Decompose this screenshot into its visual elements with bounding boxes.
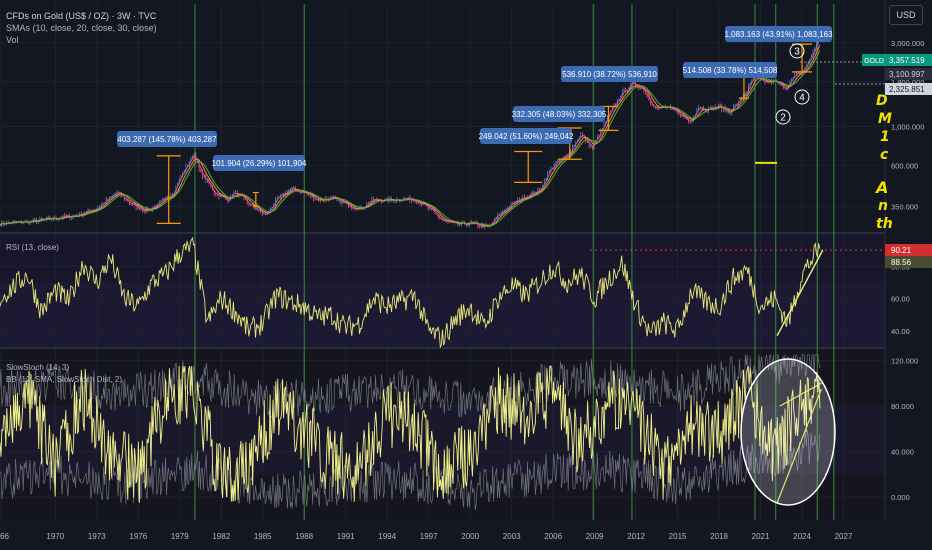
price-tag xyxy=(885,83,932,95)
measure-callout-text: 332.305 (48.03%) 332,305 xyxy=(512,110,607,119)
side-note: D xyxy=(876,93,888,109)
time-tick-label: 1982 xyxy=(212,532,230,541)
stoch-tick-label: 40.000 xyxy=(891,448,914,457)
rsi-tick-label: 60.00 xyxy=(891,295,910,304)
stoch-pane-label: SlowStoch (14, 3) xyxy=(6,363,69,372)
rsi-value-tag xyxy=(885,244,932,256)
bb-upper-line xyxy=(0,353,821,420)
bb-pane-label: BB (12, SMA, SlowStoch Dist, 2) xyxy=(6,375,122,384)
wave-label: 3 xyxy=(794,47,800,58)
rsi-value-text: 90.21 xyxy=(891,246,912,255)
time-tick-label: 1976 xyxy=(129,532,147,541)
rsi-line xyxy=(0,236,821,349)
price-tag-value: 2,325.851 xyxy=(889,85,925,94)
price-tick-label: 1,800.000 xyxy=(891,78,924,87)
measure-callout-text: 536.910 (38.72%) 536,910 xyxy=(562,70,657,79)
measure-callout-text: 1,083.163 (43.91%) 1,083,163 xyxy=(724,30,833,39)
sma-legend[interactable]: SMAs (10, close, 20, close, 30, close) xyxy=(6,23,157,33)
stoch-tick-label: 80.000 xyxy=(891,402,914,411)
price-tick-label: 600.000 xyxy=(891,161,918,170)
currency-button[interactable]: USD xyxy=(889,5,923,25)
time-tick-label: 2015 xyxy=(669,532,687,541)
measure-callout-text: 249.042 (51.60%) 249,042 xyxy=(479,132,574,141)
last-price-tag xyxy=(885,54,932,66)
side-note: 1 xyxy=(880,129,890,145)
gold-symbol-tag xyxy=(862,54,886,66)
measure-callout xyxy=(725,26,832,42)
stoch-trendline xyxy=(779,382,822,407)
price-tick-label: 350.000 xyxy=(891,202,918,211)
measure-callout-text: 514.508 (33.78%) 514,508 xyxy=(683,66,778,75)
chart-title[interactable]: CFDs on Gold (US$ / OZ) · 3W · TVC xyxy=(6,11,157,21)
time-tick-label: 2018 xyxy=(710,532,728,541)
rsi-value-text: 88.56 xyxy=(891,258,912,267)
stoch-tick-label: 0.000 xyxy=(891,493,910,502)
time-tick-label: 1966 xyxy=(0,532,9,541)
stoch-tick-label: 120.000 xyxy=(891,356,918,365)
measure-callout xyxy=(561,66,658,82)
rsi-value-tag xyxy=(885,256,932,268)
time-tick-label: 1985 xyxy=(254,532,272,541)
price-tick-label: 3,000.000 xyxy=(891,39,924,48)
bb-lower-line xyxy=(0,430,821,511)
price-tag xyxy=(885,68,932,80)
rsi-pane-label: RSI (13, close) xyxy=(6,243,59,252)
measure-callout xyxy=(513,106,605,122)
price-tag-value: 3,100.997 xyxy=(889,70,925,79)
time-tick-label: 2027 xyxy=(835,532,853,541)
measure-callout-text: 101.904 (26.29%) 101,904 xyxy=(212,159,307,168)
side-note: n xyxy=(878,198,888,214)
time-tick-label: 2021 xyxy=(752,532,770,541)
rsi-trendline xyxy=(776,249,824,337)
last-price-value: 3,357.519 xyxy=(889,56,925,65)
wave-label: 4 xyxy=(799,93,805,104)
sma-30-line xyxy=(0,50,821,227)
stoch-line xyxy=(0,365,821,504)
side-note: c xyxy=(880,147,889,163)
wave-label-circle xyxy=(794,89,810,105)
volume-legend[interactable]: Vol xyxy=(6,35,19,45)
time-tick-label: 1973 xyxy=(88,532,106,541)
time-tick-label: 2003 xyxy=(503,532,521,541)
side-note: A xyxy=(876,178,889,197)
price-tick-label: 1,000.000 xyxy=(891,122,924,131)
time-tick-label: 2000 xyxy=(461,532,479,541)
time-tick-label: 2006 xyxy=(544,532,562,541)
time-tick-label: 1991 xyxy=(337,532,355,541)
time-tick-label: 1970 xyxy=(46,532,64,541)
wave-label: 2 xyxy=(780,113,786,124)
time-tick-label: 2024 xyxy=(793,532,811,541)
measure-callout xyxy=(683,62,777,78)
side-note: th xyxy=(876,216,893,232)
side-note: M xyxy=(878,111,892,127)
highlight-circle xyxy=(740,358,836,506)
time-tick-label: 2012 xyxy=(627,532,645,541)
time-tick-label: 2009 xyxy=(586,532,604,541)
gold-symbol-tag-text: GOLD xyxy=(864,58,884,65)
wave-label-circle xyxy=(789,43,805,59)
measure-callout xyxy=(480,128,572,144)
time-tick-label: 1988 xyxy=(295,532,313,541)
time-axis xyxy=(0,522,932,550)
wave-label-circle xyxy=(775,109,791,125)
rsi-tick-label: 40.00 xyxy=(891,327,910,336)
time-tick-label: 1997 xyxy=(420,532,438,541)
measure-callout xyxy=(213,155,305,171)
stoch-trendline xyxy=(776,388,822,504)
time-tick-label: 1979 xyxy=(171,532,189,541)
measure-callout xyxy=(117,131,217,147)
measure-callout-text: 403.287 (145.78%) 403,287 xyxy=(117,135,217,144)
time-tick-label: 1994 xyxy=(378,532,396,541)
